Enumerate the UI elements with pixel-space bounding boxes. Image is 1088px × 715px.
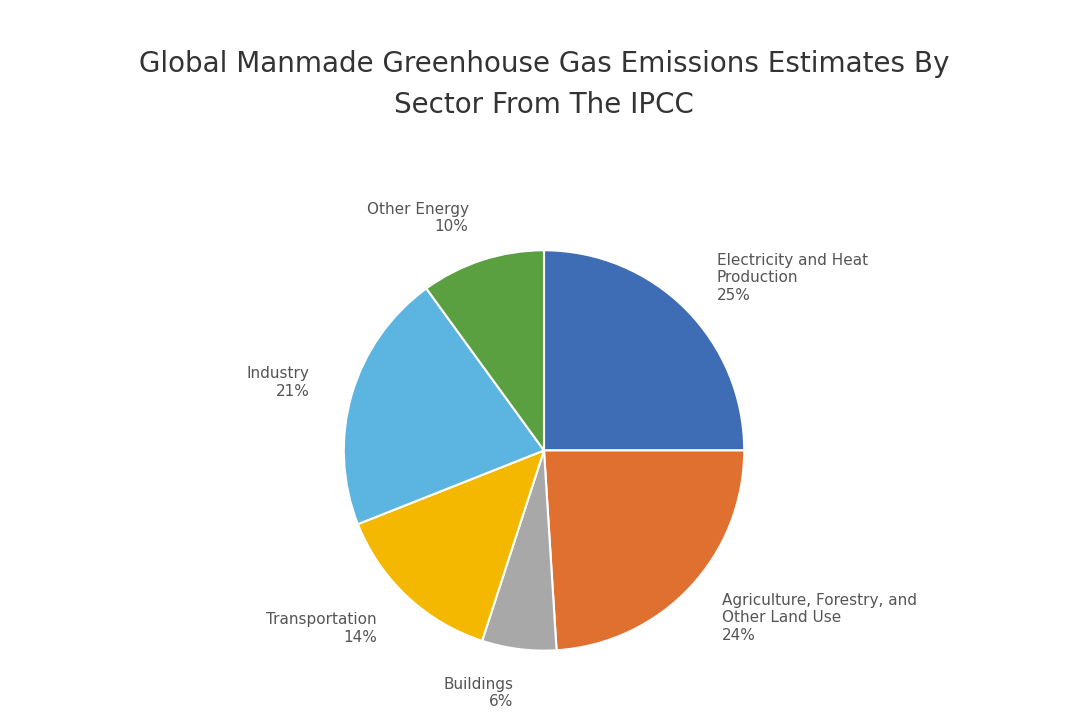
Text: Other Energy
10%: Other Energy 10% [367, 202, 469, 235]
Wedge shape [358, 450, 544, 641]
Text: Industry
21%: Industry 21% [247, 366, 309, 398]
Text: Transportation
14%: Transportation 14% [267, 612, 376, 645]
Text: Global Manmade Greenhouse Gas Emissions Estimates By
Sector From The IPCC: Global Manmade Greenhouse Gas Emissions … [139, 50, 949, 119]
Wedge shape [426, 250, 544, 450]
Wedge shape [544, 450, 744, 650]
Text: Agriculture, Forestry, and
Other Land Use
24%: Agriculture, Forestry, and Other Land Us… [722, 593, 917, 643]
Text: Buildings
6%: Buildings 6% [444, 676, 514, 709]
Wedge shape [544, 250, 744, 450]
Text: Electricity and Heat
Production
25%: Electricity and Heat Production 25% [717, 253, 868, 302]
Wedge shape [344, 288, 544, 524]
Wedge shape [482, 450, 557, 651]
